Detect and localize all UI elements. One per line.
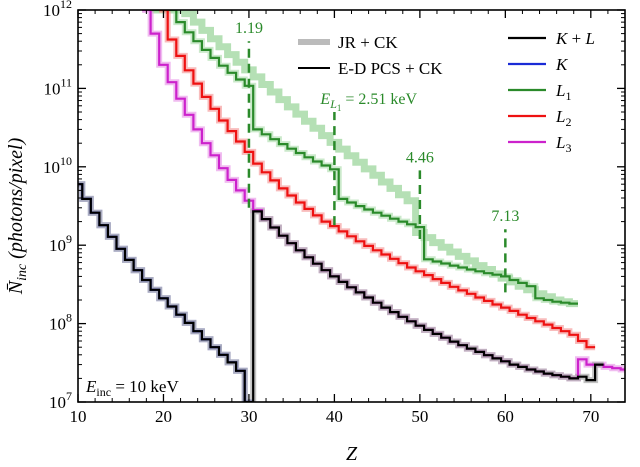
edge-label-3: 7.13 [491,208,519,225]
x-tick-label: 50 [411,407,428,426]
legend-series-label: L2 [555,107,571,129]
x-tick-label: 40 [326,407,343,426]
y-axis-title: N̄inc (photons/pixel) [5,137,30,295]
axes: 10 20 30 40 50 60 70 107 108 109 1010 1011 1012 [43,0,626,426]
axis-titles: Z N̄inc (photons/pixel) Einc = 10 keV [5,137,358,465]
x-tick-label: 10 [70,407,87,426]
legend-label: E-D PCS + CK [338,59,443,78]
x-tick-label: 60 [497,407,514,426]
x-tick-label: 20 [155,407,172,426]
y-tick-label: 108 [49,311,72,334]
legend: JR + CK E-D PCS + CK K + L K L1 L2 L3 [298,29,595,155]
legend-label: JR + CK [338,33,398,52]
y-tick-label: 1012 [43,0,72,20]
edge-label-2: 4.46 [406,149,434,166]
y-tick-label: 107 [49,389,72,412]
legend-series-label: L3 [555,133,571,155]
legend-series-label: L1 [555,81,571,103]
series-line-k-l [78,183,604,402]
y-tick-label: 109 [49,232,72,255]
y-tick-label: 1010 [43,154,72,177]
series-line-l1 [150,10,578,305]
x-axis-title: Z [346,443,358,465]
y-tick-label: 1011 [43,75,72,98]
legend-series-label: K + L [555,29,595,48]
edge-annotations: 1.19 EL1 = 2.51 keV 4.46 7.13 [235,20,519,293]
x-tick-label: 70 [582,407,599,426]
series-layer [78,10,625,402]
corner-label: Einc = 10 keV [85,377,179,399]
legend-series-label: K [555,55,569,74]
edge-label-1: EL1 = 2.51 keV [319,91,417,113]
series-line-l2 [159,10,596,349]
x-tick-label: 30 [240,407,257,426]
edge-label-0: 1.19 [235,20,263,37]
